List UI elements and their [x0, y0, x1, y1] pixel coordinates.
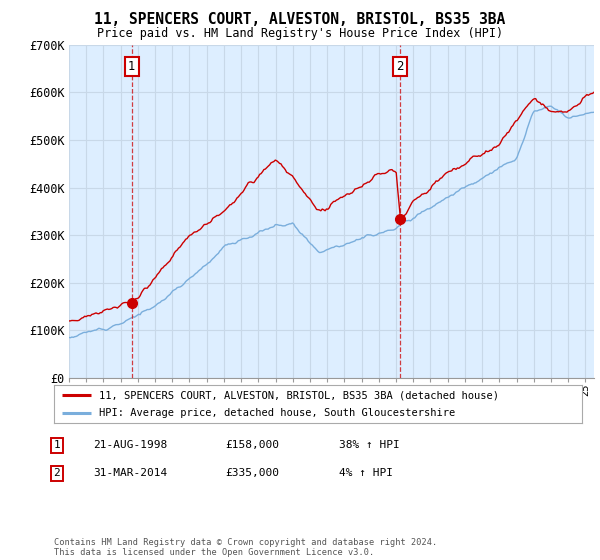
Text: 11, SPENCERS COURT, ALVESTON, BRISTOL, BS35 3BA (detached house): 11, SPENCERS COURT, ALVESTON, BRISTOL, B…	[99, 390, 499, 400]
Text: 21-AUG-1998: 21-AUG-1998	[93, 440, 167, 450]
Text: 1: 1	[53, 440, 61, 450]
Text: HPI: Average price, detached house, South Gloucestershire: HPI: Average price, detached house, Sout…	[99, 408, 455, 418]
Text: Contains HM Land Registry data © Crown copyright and database right 2024.
This d: Contains HM Land Registry data © Crown c…	[54, 538, 437, 557]
Text: 11, SPENCERS COURT, ALVESTON, BRISTOL, BS35 3BA: 11, SPENCERS COURT, ALVESTON, BRISTOL, B…	[94, 12, 506, 27]
Text: £158,000: £158,000	[225, 440, 279, 450]
Text: 4% ↑ HPI: 4% ↑ HPI	[339, 468, 393, 478]
Text: 1: 1	[128, 60, 136, 73]
Text: 38% ↑ HPI: 38% ↑ HPI	[339, 440, 400, 450]
Text: 2: 2	[397, 60, 404, 73]
Text: 2: 2	[53, 468, 61, 478]
Text: 31-MAR-2014: 31-MAR-2014	[93, 468, 167, 478]
Text: Price paid vs. HM Land Registry's House Price Index (HPI): Price paid vs. HM Land Registry's House …	[97, 27, 503, 40]
Text: £335,000: £335,000	[225, 468, 279, 478]
